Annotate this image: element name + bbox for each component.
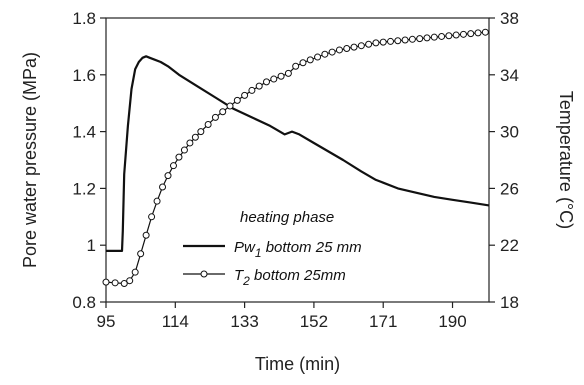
temperature-data-point [387,37,395,45]
y-tick-label: 1.2 [72,179,96,198]
temperature-data-point [211,113,219,121]
temperature-data-point [416,35,424,43]
y-tick-label: 1.6 [72,66,96,85]
temperature-data-point [248,86,256,94]
pressure-series-line [106,55,490,252]
temperature-data-point [164,172,172,180]
temperature-data-point [137,250,145,258]
temperature-data-point [438,32,446,40]
temperature-data-point [131,268,139,276]
temperature-data-point [306,56,314,64]
temperature-data-point [120,280,128,288]
temperature-data-point [197,128,205,136]
y2-tick-label: 26 [500,179,519,198]
temperature-data-point [186,139,194,147]
x-tick-label: 133 [230,312,258,331]
temperature-data-point [445,32,453,40]
y2-tick-label: 18 [500,293,519,312]
temperature-data-point [233,96,241,104]
temperature-data-point [111,279,119,287]
temperature-data-point [343,45,351,53]
y-tick-label: 1 [87,236,96,255]
plot-area-frame [105,17,490,303]
temperature-data-point [314,53,322,61]
y2-tick-label: 30 [500,123,519,142]
temperature-data-point [277,72,285,80]
temperature-data-point [474,29,482,37]
x-tick-label: 95 [97,312,116,331]
temperature-data-point [219,108,227,116]
temperature-data-point [467,30,475,38]
y-tick-label: 1.4 [72,123,96,142]
temperature-data-point [153,197,161,205]
y2-axis-label: Temperature (°C) [556,91,576,229]
temperature-data-point [270,75,278,83]
legend-swatch-marker [200,270,208,278]
temperature-data-point [372,39,380,47]
temperature-data-point [159,183,167,191]
y2-tick-label: 34 [500,66,519,85]
x-tick-label: 114 [162,312,189,331]
x-axis-label: Time (min) [255,354,340,374]
temperature-data-point [365,40,373,48]
temperature-data-point [126,277,134,285]
temperature-data-point [226,102,234,110]
temperature-data-point [262,78,270,86]
y2-tick-label: 38 [500,9,519,28]
temperature-data-point [357,42,365,50]
temperature-data-point [328,48,336,56]
x-tick-label: 152 [300,312,328,331]
x-tick-label: 190 [438,312,466,331]
temperature-data-point [255,82,263,90]
temperature-data-point [169,162,177,170]
temperature-data-point [191,133,199,141]
legend-entry-label: T2 bottom 25mm [234,267,346,288]
temperature-data-point [452,31,460,39]
temperature-data-point [284,69,292,77]
temperature-data-point [394,37,402,45]
temperature-data-point [459,30,467,38]
temperature-data-point [180,146,188,154]
y-axis-label: Pore water pressure (MPa) [20,52,40,268]
y2-tick-label: 22 [500,236,519,255]
temperature-data-point [292,62,300,70]
temperature-data-point [430,33,438,41]
y-tick-label: 0.8 [72,293,96,312]
temperature-data-point [408,35,416,43]
legend-entry-label: Pw1 bottom 25 mm [234,239,362,260]
temperature-data-point [241,91,249,99]
temperature-data-point [148,213,156,221]
temperature-data-point [379,38,387,46]
x-tick-label: 171 [369,312,397,331]
temperature-data-point [175,153,183,161]
temperature-data-point [335,46,343,54]
y-tick-label: 1.8 [72,9,96,28]
temperature-data-point [481,28,489,36]
temperature-data-point [401,36,409,44]
temperature-data-point [204,121,212,128]
temperature-data-point [423,34,431,42]
temperature-data-point [102,278,110,286]
temperature-data-point [321,50,329,58]
temperature-data-point [142,231,150,239]
legend-title: heating phase [240,209,334,226]
temperature-data-point [299,59,307,67]
temperature-data-point [350,43,358,51]
